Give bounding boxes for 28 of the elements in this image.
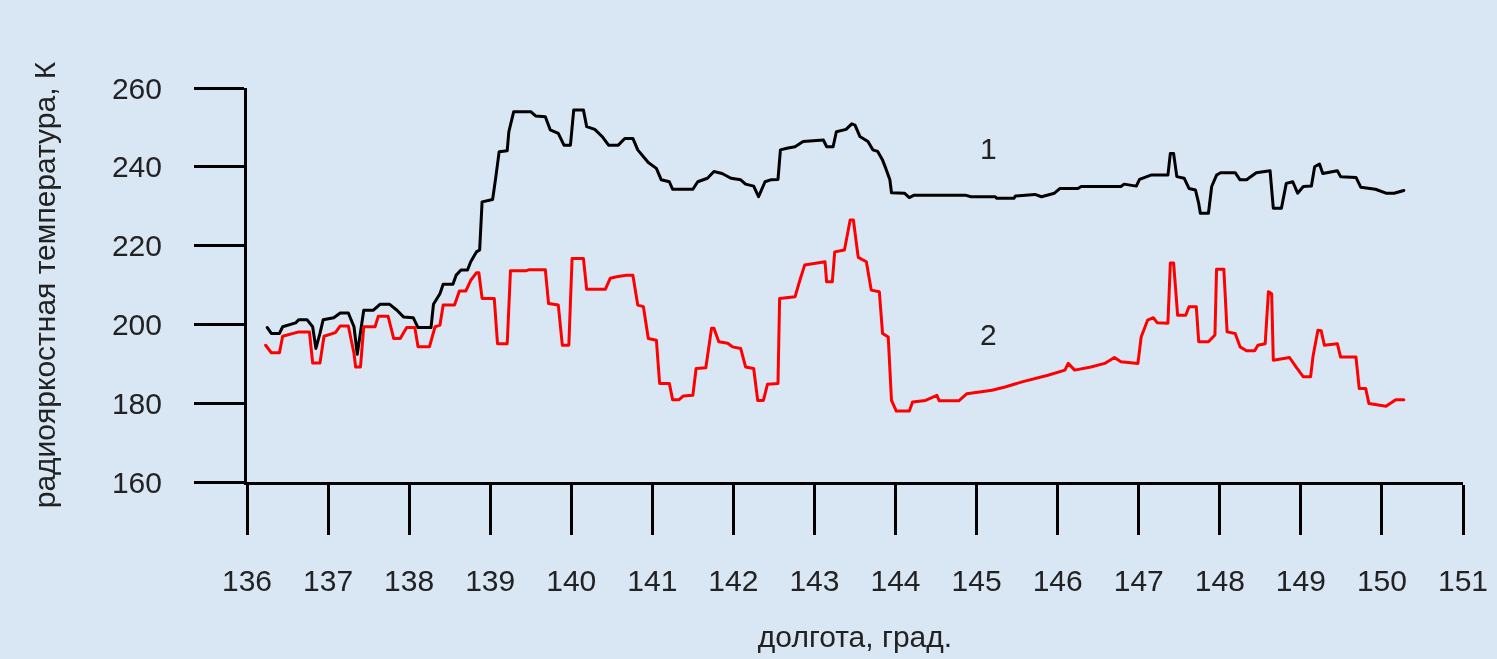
x-tick-label: 136 (221, 564, 273, 597)
x-tick-label: 142 (708, 564, 759, 597)
x-tick-label: 138 (384, 564, 435, 597)
y-axis-title: радиояркостная температура, К (27, 61, 61, 509)
x-tick-label: 149 (1275, 564, 1326, 597)
y-tick-label: 200 (111, 307, 162, 341)
series-label: 2 (980, 318, 997, 351)
y-tick-label: 220 (111, 229, 162, 263)
x-tick-label: 144 (870, 564, 921, 597)
x-tick-label: 150 (1356, 564, 1407, 597)
x-tick-label: 139 (465, 564, 516, 597)
x-axis-title: долгота, град. (757, 619, 953, 653)
x-tick-label: 141 (627, 564, 678, 597)
y-tick-label: 180 (111, 386, 162, 420)
y-tick-label: 240 (111, 150, 162, 184)
line-series (264, 218, 1406, 413)
line-series (265, 108, 1406, 356)
x-tick-label: 151 (1437, 564, 1489, 597)
x-tick-label: 145 (951, 564, 1002, 597)
x-tick-label: 137 (303, 564, 354, 597)
x-tick-label: 147 (1113, 564, 1164, 597)
y-tick-label: 260 (111, 71, 162, 105)
x-tick-label: 140 (546, 564, 597, 597)
x-tick-label: 143 (789, 564, 840, 597)
x-tick-label: 146 (1032, 564, 1083, 597)
y-tick-label: 160 (111, 465, 162, 499)
x-tick-label: 148 (1194, 564, 1245, 597)
series-label: 1 (980, 132, 997, 165)
